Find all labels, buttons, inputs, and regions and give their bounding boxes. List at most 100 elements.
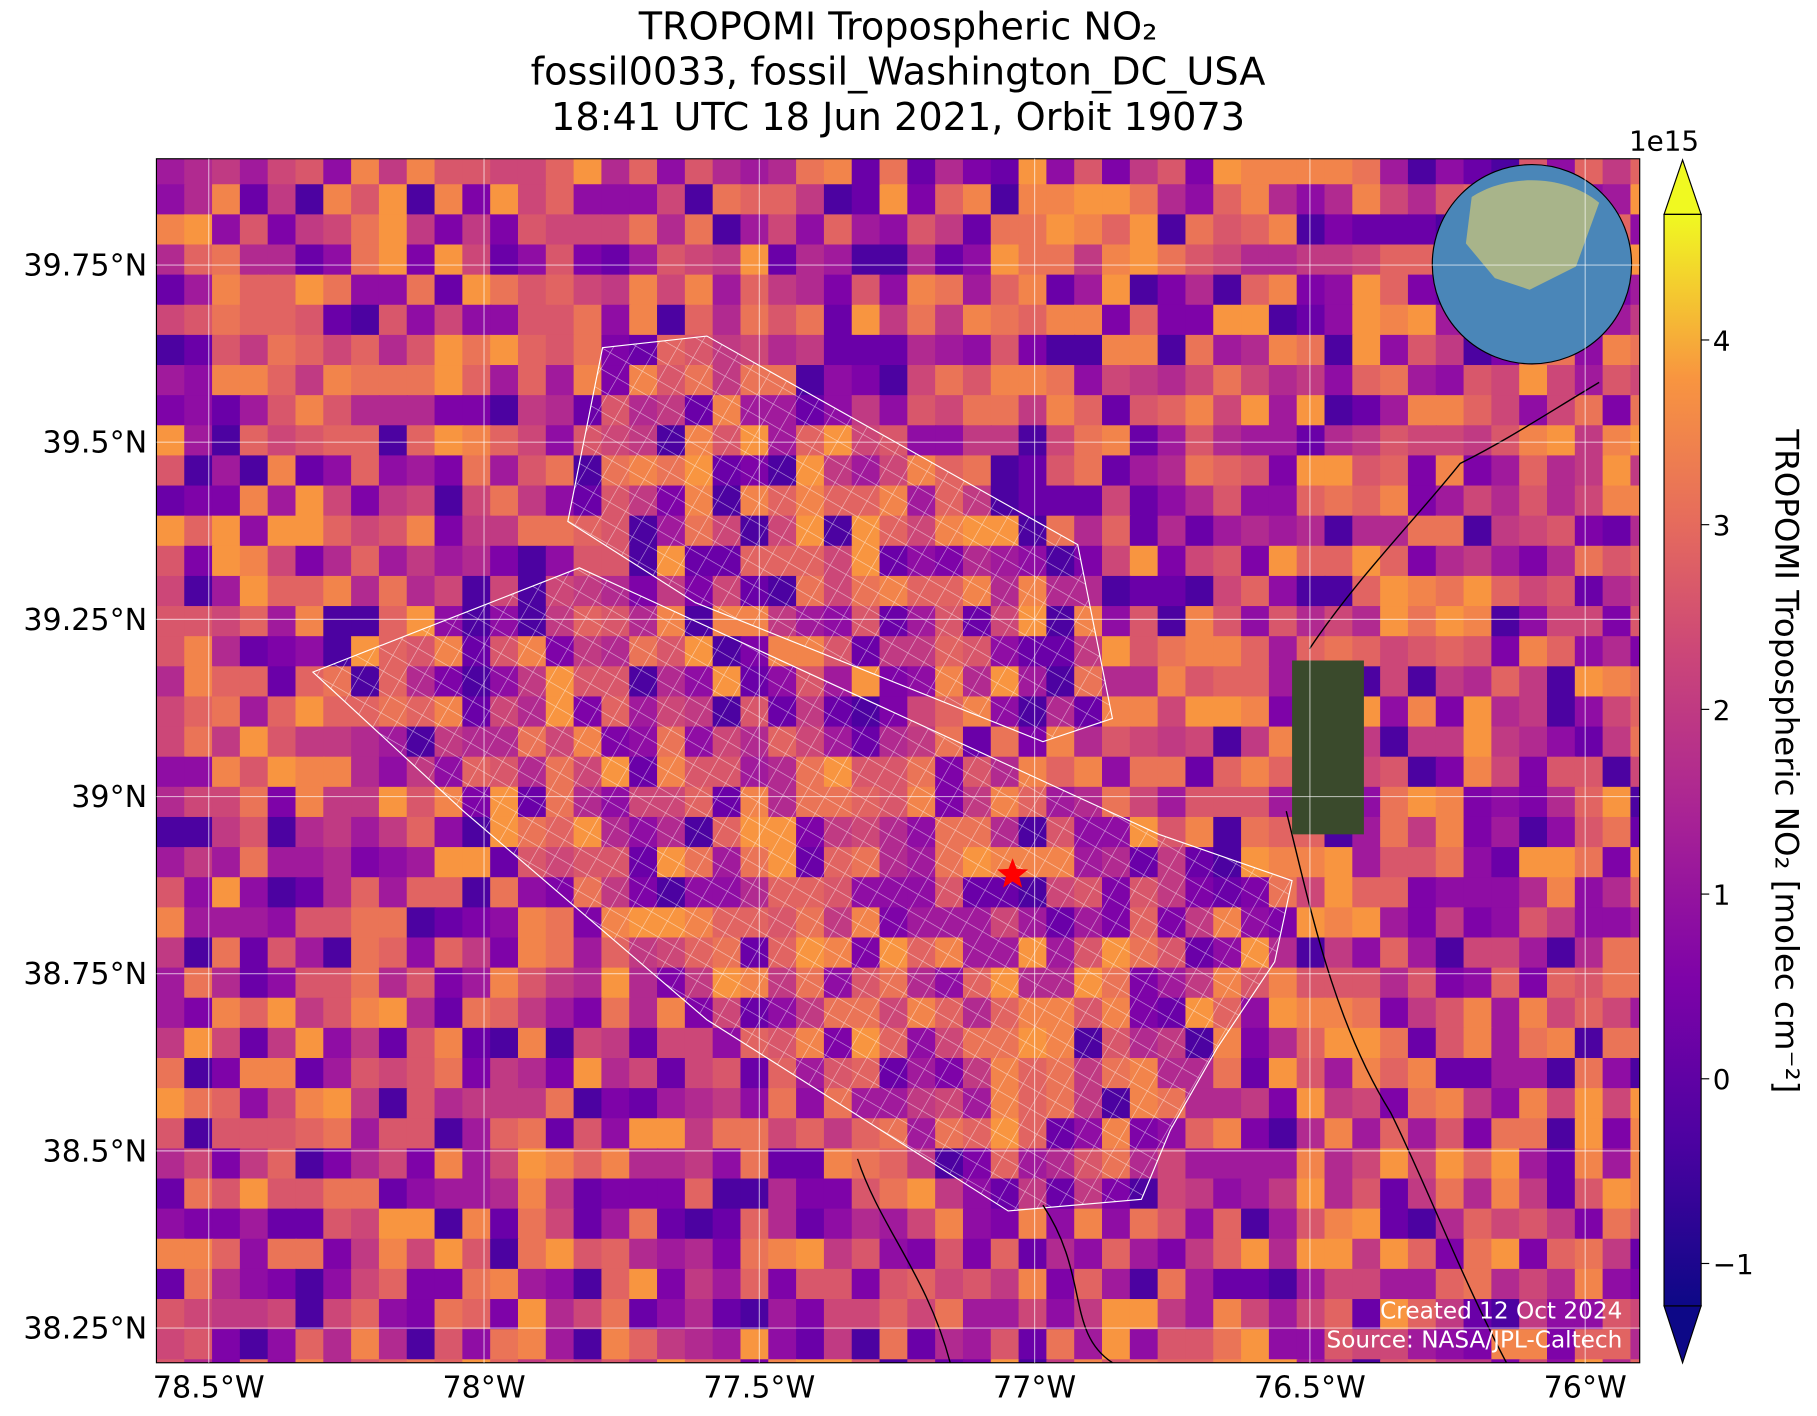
heatmap-cell bbox=[1380, 997, 1410, 1030]
heatmap-cell bbox=[1519, 515, 1549, 547]
heatmap-cell bbox=[684, 1088, 714, 1120]
heatmap-cell bbox=[490, 1359, 520, 1363]
heatmap-cell bbox=[1435, 425, 1465, 457]
heatmap-cell bbox=[907, 1178, 937, 1210]
heatmap-cell bbox=[545, 1268, 575, 1301]
heatmap-cell bbox=[156, 1027, 158, 1060]
heatmap-cell bbox=[990, 1268, 1020, 1301]
heatmap-cell bbox=[657, 1329, 687, 1361]
heatmap-cell bbox=[1407, 1148, 1437, 1180]
heatmap-cell bbox=[1546, 575, 1576, 608]
heatmap-cell bbox=[545, 1178, 575, 1210]
heatmap-cell bbox=[1268, 1178, 1298, 1210]
heatmap-cell bbox=[156, 666, 186, 698]
heatmap-cell bbox=[1491, 1178, 1521, 1210]
heatmap-cell bbox=[684, 244, 714, 276]
heatmap-cell bbox=[295, 515, 325, 547]
heatmap-cell bbox=[490, 877, 520, 909]
heatmap-cell bbox=[1602, 847, 1632, 879]
heatmap-cell bbox=[1185, 334, 1215, 367]
heatmap-cell bbox=[295, 786, 325, 819]
heatmap-cell bbox=[1046, 1238, 1076, 1271]
heatmap-cell bbox=[517, 937, 547, 969]
heatmap-cell bbox=[1268, 1299, 1298, 1331]
heatmap-cell bbox=[1046, 365, 1076, 397]
heatmap-cell bbox=[378, 816, 408, 849]
heatmap-cell bbox=[851, 1329, 881, 1361]
heatmap-cell bbox=[351, 214, 381, 246]
heatmap-cell bbox=[490, 124, 519, 155]
heatmap-cell bbox=[601, 1178, 631, 1210]
heatmap-cell bbox=[1102, 1238, 1131, 1271]
heatmap-cell bbox=[573, 1299, 603, 1331]
heatmap-cell bbox=[1185, 1389, 1214, 1412]
heatmap-cell bbox=[1435, 1299, 1465, 1331]
heatmap-cell bbox=[295, 816, 325, 849]
heatmap-cell bbox=[462, 1118, 492, 1150]
heatmap-cell bbox=[1630, 1329, 1640, 1361]
heatmap-cell bbox=[518, 124, 547, 155]
heatmap-cell bbox=[990, 304, 1020, 337]
heatmap-cell bbox=[573, 1359, 603, 1363]
heatmap-cell bbox=[546, 1389, 575, 1412]
heatmap-cell bbox=[212, 937, 242, 969]
heatmap-cell bbox=[323, 1329, 353, 1361]
heatmap-cell bbox=[378, 158, 408, 186]
heatmap-cell bbox=[574, 1389, 603, 1412]
heatmap-cell bbox=[740, 244, 770, 276]
heatmap-cell bbox=[1129, 485, 1159, 517]
heatmap-cell bbox=[295, 124, 324, 155]
heatmap-cell bbox=[1185, 455, 1215, 487]
heatmap-cell bbox=[601, 184, 631, 216]
heatmap-cell bbox=[1158, 1389, 1187, 1412]
heatmap-cell bbox=[1102, 365, 1131, 397]
heatmap-cell bbox=[1018, 1208, 1048, 1240]
heatmap-cell bbox=[1602, 696, 1632, 728]
heatmap-cell bbox=[1213, 274, 1243, 306]
heatmap-cell bbox=[1241, 1057, 1271, 1090]
heatmap-cell bbox=[351, 1178, 381, 1210]
heatmap-cell bbox=[1602, 485, 1632, 517]
heatmap-cell bbox=[657, 274, 687, 306]
heatmap-cell bbox=[1407, 158, 1437, 186]
colorbar bbox=[1664, 214, 1702, 1306]
heatmap-cell bbox=[1630, 274, 1640, 306]
heatmap-cell bbox=[1574, 1268, 1604, 1301]
heatmap-cell bbox=[295, 184, 325, 216]
heatmap-cell bbox=[573, 1027, 603, 1060]
heatmap-cell bbox=[239, 334, 269, 367]
heatmap-cell bbox=[768, 1238, 798, 1271]
heatmap-cell bbox=[434, 575, 464, 608]
heatmap-cell bbox=[1435, 937, 1465, 969]
heatmap-cell bbox=[1435, 907, 1465, 939]
heatmap-cell bbox=[935, 1329, 965, 1361]
heatmap-cell bbox=[1324, 877, 1354, 909]
heatmap-cell bbox=[379, 124, 408, 155]
heatmap-cell bbox=[1380, 786, 1410, 819]
heatmap-cell bbox=[629, 1027, 659, 1060]
heatmap-cell bbox=[1463, 545, 1493, 578]
heatmap-cell bbox=[712, 1178, 742, 1210]
heatmap-cell bbox=[1296, 877, 1326, 909]
heatmap-cell bbox=[1602, 1088, 1632, 1120]
heatmap-cell bbox=[323, 937, 353, 969]
heatmap-cell bbox=[1407, 1118, 1437, 1150]
heatmap-cell bbox=[1519, 967, 1549, 999]
heatmap-cell bbox=[1102, 244, 1131, 276]
heatmap-cell bbox=[823, 1299, 853, 1331]
heatmap-cell bbox=[962, 274, 992, 306]
heatmap-cell bbox=[768, 334, 798, 367]
heatmap-cell bbox=[212, 214, 242, 246]
heatmap-cell bbox=[407, 124, 436, 155]
heatmap-cell bbox=[1325, 124, 1354, 155]
heatmap-cell bbox=[740, 158, 770, 186]
heatmap-cell bbox=[156, 455, 186, 487]
heatmap-cell bbox=[1213, 575, 1243, 608]
heatmap-cell bbox=[406, 304, 436, 337]
heatmap-cell bbox=[1519, 1118, 1549, 1150]
heatmap-cell bbox=[1574, 365, 1604, 397]
heatmap-cell bbox=[1407, 786, 1437, 819]
heatmap-cell bbox=[1185, 1329, 1215, 1361]
heatmap-cell bbox=[684, 184, 714, 216]
heatmap-cell bbox=[1574, 1208, 1604, 1240]
